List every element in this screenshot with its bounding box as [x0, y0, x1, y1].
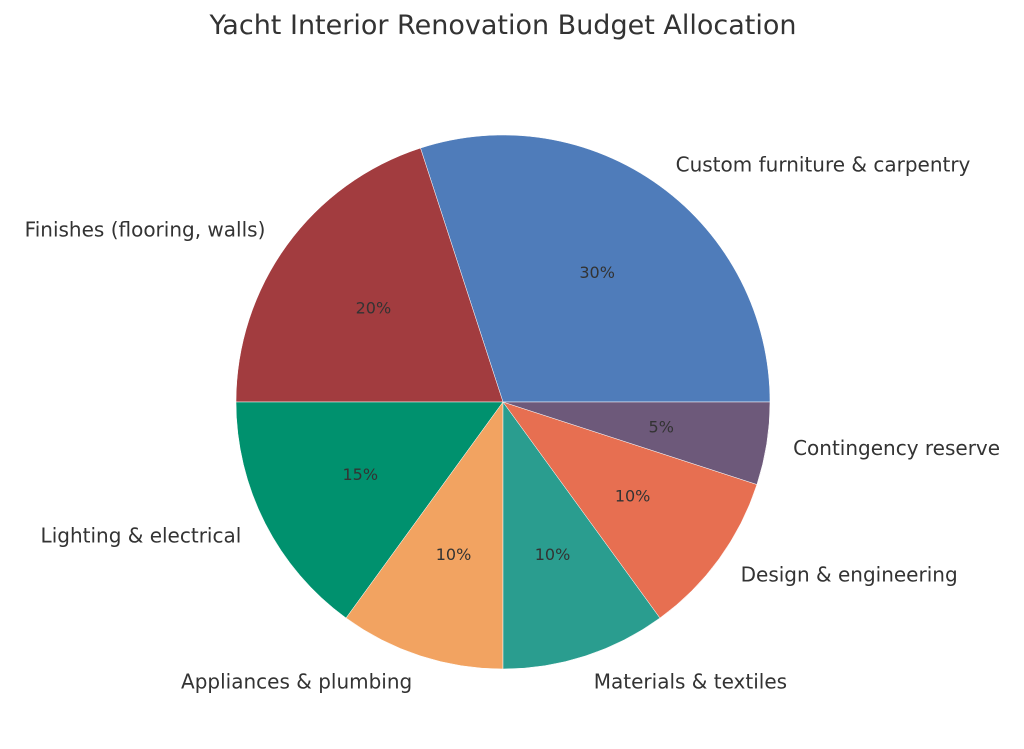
- category-label-design-engineering: Design & engineering: [741, 563, 958, 587]
- pct-label-finishes-flooring-walls: 20%: [356, 298, 392, 317]
- pie-slice-appliances-plumbing: [345, 401, 504, 670]
- category-label-finishes-flooring-walls: Finishes (flooring, walls): [25, 217, 266, 241]
- pct-label-custom-furniture-carpentry: 30%: [579, 263, 615, 282]
- pct-label-lighting-electrical: 15%: [342, 465, 378, 484]
- category-label-materials-textiles: Materials & textiles: [594, 669, 787, 693]
- pct-label-design-engineering: 10%: [615, 487, 651, 506]
- pie-slice-custom-furniture-carpentry: [420, 134, 771, 403]
- pie-slices: [235, 134, 771, 670]
- pie-slice-lighting-electrical: [235, 401, 504, 619]
- category-labels: Custom furniture & carpentry Finishes (fl…: [25, 152, 1000, 693]
- percentage-labels: 30% 20% 15% 10% 10% 10% 5%: [342, 263, 673, 564]
- pct-label-materials-textiles: 10%: [535, 545, 571, 564]
- category-label-contingency-reserve: Contingency reserve: [793, 436, 1000, 460]
- category-label-custom-furniture-carpentry: Custom furniture & carpentry: [676, 152, 971, 176]
- category-label-lighting-electrical: Lighting & electrical: [41, 523, 242, 547]
- pie-slice-materials-textiles: [502, 401, 661, 670]
- pie-slice-finishes-flooring-walls: [235, 147, 504, 403]
- chart-title: Yacht Interior Renovation Budget Allocat…: [209, 10, 797, 41]
- pct-label-contingency-reserve: 5%: [649, 418, 674, 437]
- pct-label-appliances-plumbing: 10%: [436, 545, 472, 564]
- pie-slice-contingency-reserve: [502, 401, 771, 485]
- pie-slice-design-engineering: [502, 401, 758, 619]
- category-label-appliances-plumbing: Appliances & plumbing: [181, 669, 412, 693]
